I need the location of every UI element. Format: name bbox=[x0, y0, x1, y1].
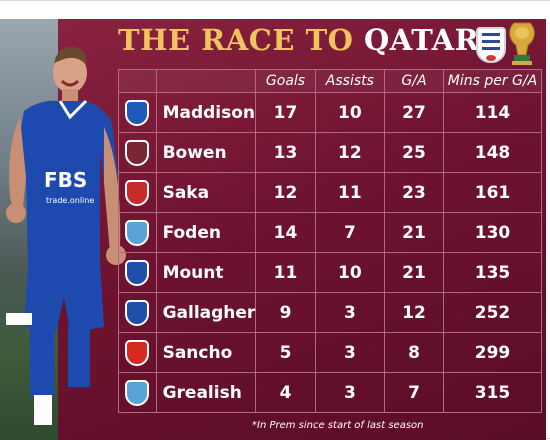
ga-value: 23 bbox=[384, 172, 444, 213]
stats-table-wrapper: Goals Assists G/A Mins per G/A Maddison 1… bbox=[118, 69, 543, 413]
assists-value: 3 bbox=[314, 292, 386, 333]
stats-table: Goals Assists G/A Mins per G/A Maddison 1… bbox=[118, 69, 543, 413]
header-assists: Assists bbox=[314, 69, 386, 93]
ga-value: 12 bbox=[384, 292, 444, 333]
assists-value: 7 bbox=[314, 212, 386, 253]
goals-value: 5 bbox=[255, 332, 316, 373]
table-header-row: Goals Assists G/A Mins per G/A bbox=[118, 69, 543, 93]
table-row: Maddison 17 10 27 114 bbox=[118, 92, 543, 133]
manutd-crest-icon bbox=[125, 339, 150, 366]
club-crest-cell bbox=[118, 252, 157, 293]
mancity-crest-icon bbox=[125, 219, 150, 246]
mins-per-ga-value: 315 bbox=[442, 372, 543, 413]
goals-value: 4 bbox=[255, 372, 316, 413]
table-row: Foden 14 7 21 130 bbox=[118, 212, 543, 253]
player-name: Foden bbox=[155, 212, 257, 253]
club-crest-cell bbox=[118, 172, 157, 213]
club-crest-cell bbox=[118, 372, 157, 413]
goals-value: 14 bbox=[255, 212, 316, 253]
header-player bbox=[155, 69, 257, 93]
goals-value: 12 bbox=[255, 172, 316, 213]
club-crest-cell bbox=[118, 332, 157, 373]
leicester-crest-icon bbox=[125, 99, 150, 126]
table-row: Bowen 13 12 25 148 bbox=[118, 132, 543, 173]
world-cup-trophy-icon bbox=[509, 22, 535, 65]
mins-per-ga-value: 252 bbox=[442, 292, 543, 333]
title-part-1: THE RACE TO bbox=[118, 23, 354, 57]
mins-per-ga-value: 130 bbox=[442, 212, 543, 253]
player-name: Saka bbox=[155, 172, 257, 213]
goals-value: 17 bbox=[255, 92, 316, 133]
ga-value: 21 bbox=[384, 212, 444, 253]
chelsea-crest-icon bbox=[125, 259, 150, 286]
assists-value: 3 bbox=[314, 372, 386, 413]
table-row: Gallagher 9 3 12 252 bbox=[118, 292, 543, 333]
ga-value: 8 bbox=[384, 332, 444, 373]
mins-per-ga-value: 299 bbox=[442, 332, 543, 373]
player-name: Maddison bbox=[155, 92, 257, 133]
goals-value: 9 bbox=[255, 292, 316, 333]
player-name: Grealish bbox=[155, 372, 257, 413]
club-crest-cell bbox=[118, 292, 157, 333]
table-row: Mount 11 10 21 135 bbox=[118, 252, 543, 293]
footnote: *In Prem since start of last season bbox=[252, 420, 424, 431]
westham-crest-icon bbox=[125, 139, 150, 166]
mancity-crest-icon bbox=[125, 379, 150, 406]
table-row: Grealish 4 3 7 315 bbox=[118, 372, 543, 413]
goals-value: 11 bbox=[255, 252, 316, 293]
table-row: Saka 12 11 23 161 bbox=[118, 172, 543, 213]
assists-value: 10 bbox=[314, 92, 386, 133]
assists-value: 12 bbox=[314, 132, 386, 173]
table-row: Sancho 5 3 8 299 bbox=[118, 332, 543, 373]
england-badge-icon bbox=[476, 27, 506, 63]
ga-value: 7 bbox=[384, 372, 444, 413]
title-part-2: QATAR bbox=[364, 23, 480, 57]
header-goals: Goals bbox=[255, 69, 316, 93]
header-ga: G/A bbox=[384, 69, 444, 93]
goals-value: 13 bbox=[255, 132, 316, 173]
mins-per-ga-value: 148 bbox=[442, 132, 543, 173]
assists-value: 10 bbox=[314, 252, 386, 293]
club-crest-cell bbox=[118, 132, 157, 173]
header-mins-per-ga: Mins per G/A bbox=[442, 69, 543, 93]
mins-per-ga-value: 161 bbox=[442, 172, 543, 213]
mins-per-ga-value: 135 bbox=[442, 252, 543, 293]
assists-value: 3 bbox=[314, 332, 386, 373]
page-title: THE RACE TO QATAR bbox=[118, 23, 479, 63]
player-name: Mount bbox=[155, 252, 257, 293]
header-crest bbox=[118, 69, 157, 93]
shirt-sponsor: FBS bbox=[44, 168, 87, 192]
assists-value: 11 bbox=[314, 172, 386, 213]
mins-per-ga-value: 114 bbox=[442, 92, 543, 133]
club-crest-cell bbox=[118, 92, 157, 133]
club-crest-cell bbox=[118, 212, 157, 253]
ga-value: 21 bbox=[384, 252, 444, 293]
player-name: Sancho bbox=[155, 332, 257, 373]
ga-value: 25 bbox=[384, 132, 444, 173]
player-name: Gallagher bbox=[155, 292, 257, 333]
shirt-sponsor-sub: trade.online bbox=[46, 196, 94, 205]
chelsea-crest-icon bbox=[125, 299, 150, 326]
player-name: Bowen bbox=[155, 132, 257, 173]
ga-value: 27 bbox=[384, 92, 444, 133]
player-photo: FBS trade.online bbox=[6, 46, 126, 425]
arsenal-crest-icon bbox=[125, 179, 150, 206]
